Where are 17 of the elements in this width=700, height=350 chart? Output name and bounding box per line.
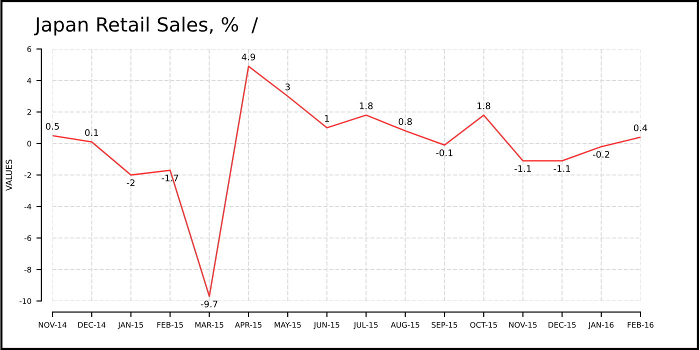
data-label: 4.9 [242,54,256,60]
data-label: 3 [286,84,290,90]
data-label: 1 [325,115,329,122]
data-label: 1.8 [360,102,373,110]
data-label: -9.7 [200,300,218,308]
data-label: -1.1 [554,165,570,172]
data-label: 0.1 [85,129,98,136]
data-label: -1.1 [514,165,531,172]
data-label: 0.5 [46,122,59,130]
data-label: 0.4 [634,124,648,132]
data-label: -0.2 [592,150,610,158]
chart-title: Japan Retail Sales, % / [34,16,258,36]
data-label: -0.1 [436,149,452,156]
data-label: -2 [126,179,134,186]
y-axis-title: VALUES [6,160,12,191]
data-label: 0.8 [398,118,412,125]
data-label: 1.8 [478,102,490,110]
